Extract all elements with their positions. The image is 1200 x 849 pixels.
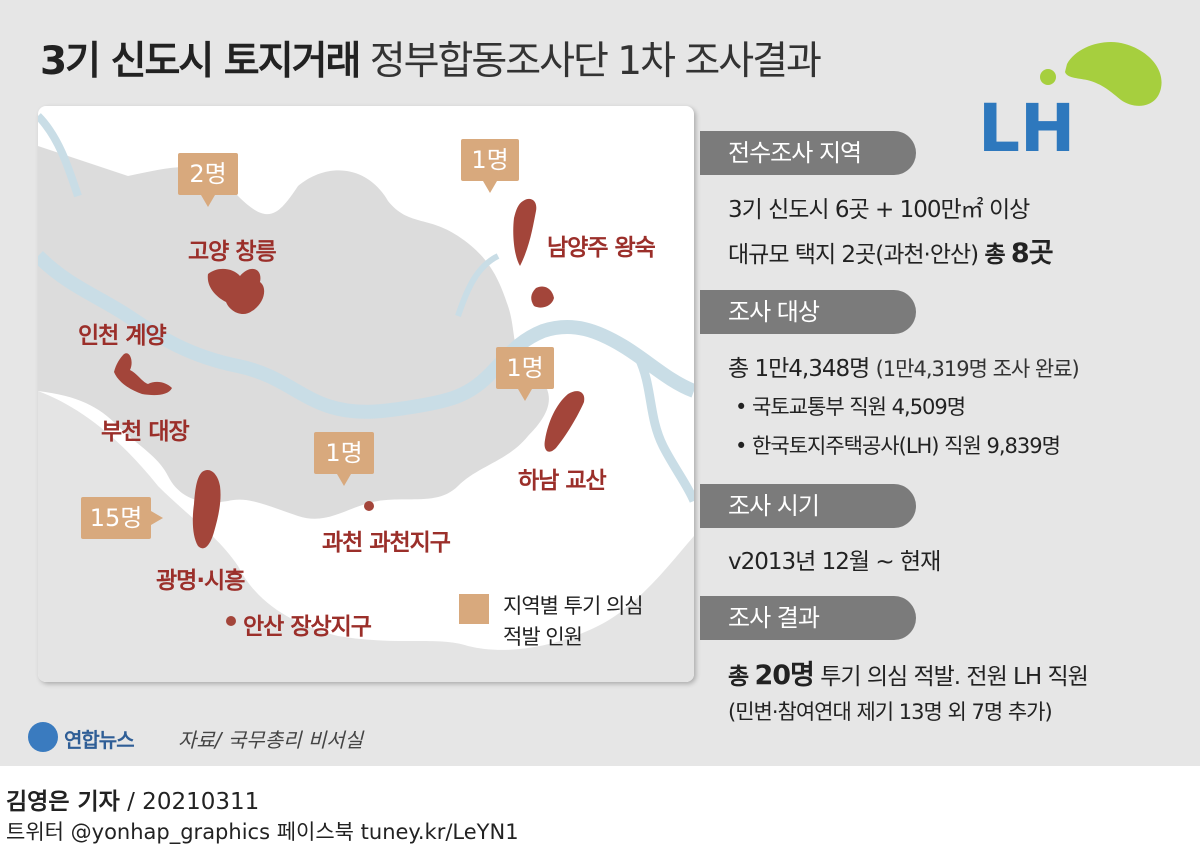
label-hanam: 하남 교산 <box>518 468 607 494</box>
yonhap-logo-icon <box>28 722 58 752</box>
result-note: (민변·참여연대 제기 13명 외 7명 추가) <box>728 700 1053 724</box>
ansan-dot <box>226 616 236 626</box>
section-label-result: 조사 결과 <box>700 596 916 640</box>
badge-hanam: 1명 <box>496 347 554 401</box>
lh-logo: LH <box>975 28 1175 167</box>
title-bold: 3기 신도시 토지거래 <box>40 39 361 84</box>
label-bucheon: 부천 대장 <box>101 419 190 445</box>
section-label-target: 조사 대상 <box>700 290 916 334</box>
river-branch-3 <box>38 113 82 198</box>
river-branch <box>633 353 694 503</box>
map-card: 2명 1명 1명 1명 15명 고양 창릉 남양주 왕숙 인천 계양 부천 대장… <box>38 106 694 682</box>
title-normal: 정부합동조사단 1차 조사결과 <box>369 39 822 84</box>
yonhap-name: 연합뉴스 <box>64 728 135 752</box>
legend-swatch <box>459 594 489 624</box>
map-svg <box>38 113 694 682</box>
river-branch-2 <box>455 253 500 317</box>
hanam-region-shape <box>544 391 585 452</box>
legend-line1: 지역별 투기 의심 <box>503 594 644 618</box>
han-river <box>38 250 694 419</box>
page-title: 3기 신도시 토지거래 정부합동조사단 1차 조사결과 <box>40 30 822 86</box>
badge-namyangju: 1명 <box>461 139 519 193</box>
result-text: 총 20명 투기 의심 적발. 전원 LH 직원 <box>728 660 1089 691</box>
survey-area-line2: 대규모 택지 2곳(과천·안산) 총 8곳 <box>728 238 1054 269</box>
lh-logo-text: LH <box>978 90 1075 158</box>
period-text: v2013년 12월 ~ 현재 <box>728 549 941 575</box>
badge-gwacheon: 1명 <box>314 432 374 486</box>
label-ansan: 안산 장상지구 <box>243 614 372 640</box>
outer-land <box>38 391 694 682</box>
footer-credit: 김영은 기자 / 20210311 <box>6 782 259 816</box>
footer-social: 트위터 @yonhap_graphics 페이스북 tuney.kr/LeYN1 <box>6 820 519 844</box>
namyangju-region-shape-2 <box>531 286 554 308</box>
gwangmyeong-region-shape <box>192 469 221 549</box>
label-namyangju: 남양주 왕숙 <box>547 235 656 261</box>
section-label-period: 조사 시기 <box>700 484 916 528</box>
reporter-name: 김영은 기자 <box>6 789 120 815</box>
badge-gwangmyeong: 15명 <box>81 497 163 539</box>
legend-line2: 적발 인원 <box>503 625 583 649</box>
goyang-region-shape <box>207 268 265 315</box>
label-incheon: 인천 계양 <box>78 323 167 349</box>
survey-area-line1: 3기 신도시 6곳 + 100만㎡ 이상 <box>728 197 1030 223</box>
label-gwangmyeong: 광명·시흥 <box>156 568 245 594</box>
source-text: 자료/ 국무총리 비서실 <box>178 728 364 752</box>
target-item-lh: • 한국토지주택공사(LH) 직원 9,839명 <box>735 434 1061 458</box>
label-gwacheon: 과천 과천지구 <box>322 530 451 556</box>
target-item-molit: • 국토교통부 직원 4,509명 <box>735 395 966 419</box>
target-total: 총 1만4,348명 (1만4,319명 조사 완료) <box>728 356 1080 382</box>
gwacheon-dot <box>364 501 374 511</box>
legend: 지역별 투기 의심 적발 인원 <box>503 591 644 653</box>
namyangju-region-shape <box>513 198 537 266</box>
label-goyang: 고양 창릉 <box>188 239 277 265</box>
incheon-bucheon-region-shape <box>114 353 172 396</box>
section-label-survey-area: 전수조사 지역 <box>700 131 916 175</box>
publish-date: / 20210311 <box>127 789 260 815</box>
seoul-land <box>38 146 549 519</box>
badge-goyang: 2명 <box>178 153 238 207</box>
